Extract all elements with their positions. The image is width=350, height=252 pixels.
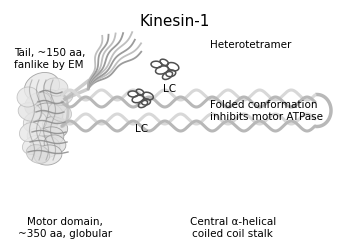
Ellipse shape xyxy=(36,90,68,114)
Ellipse shape xyxy=(51,89,73,105)
Ellipse shape xyxy=(17,87,39,107)
Ellipse shape xyxy=(25,73,60,102)
Text: Kinesin-1: Kinesin-1 xyxy=(140,14,210,29)
Text: LC: LC xyxy=(163,84,176,94)
Ellipse shape xyxy=(26,145,50,163)
Ellipse shape xyxy=(26,112,58,136)
Ellipse shape xyxy=(25,92,51,116)
Text: Motor domain,
~350 aa, globular: Motor domain, ~350 aa, globular xyxy=(18,217,112,239)
Text: Heterotetramer: Heterotetramer xyxy=(210,40,291,50)
Ellipse shape xyxy=(42,117,68,137)
Ellipse shape xyxy=(34,145,62,165)
Ellipse shape xyxy=(18,103,42,121)
Ellipse shape xyxy=(30,136,60,158)
Ellipse shape xyxy=(27,128,53,146)
Text: Tail, ~150 aa,
fanlike by EM: Tail, ~150 aa, fanlike by EM xyxy=(14,48,85,70)
Ellipse shape xyxy=(44,78,68,96)
Ellipse shape xyxy=(20,122,41,142)
Ellipse shape xyxy=(49,102,71,122)
Ellipse shape xyxy=(22,135,48,154)
Text: Central α-helical
coiled coil stalk: Central α-helical coiled coil stalk xyxy=(190,217,276,239)
Ellipse shape xyxy=(44,135,66,153)
Text: Folded conformation
inhibits motor ATPase: Folded conformation inhibits motor ATPas… xyxy=(210,100,323,122)
Ellipse shape xyxy=(23,112,47,132)
Ellipse shape xyxy=(33,103,63,125)
Text: LC: LC xyxy=(135,123,148,134)
Ellipse shape xyxy=(36,127,64,147)
